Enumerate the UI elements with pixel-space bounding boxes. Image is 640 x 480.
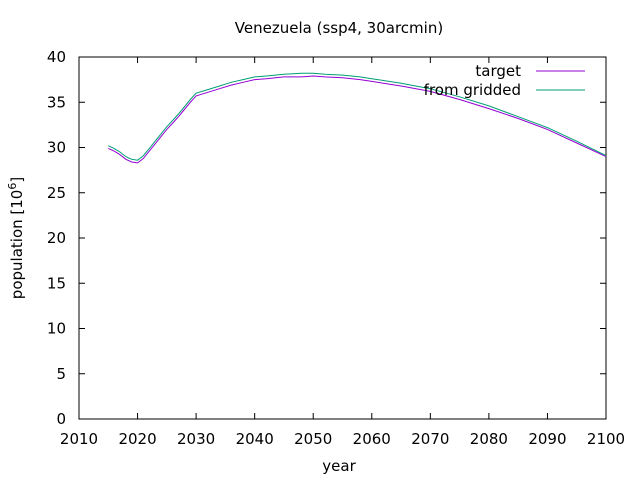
y-tick-label: 20	[47, 229, 66, 247]
series-line-1	[108, 72, 607, 161]
x-tick-label: 2060	[353, 430, 391, 448]
series-line-0	[108, 75, 607, 164]
y-tick-label: 10	[47, 320, 66, 338]
x-tick-label: 2010	[60, 430, 98, 448]
y-axis-label-end: ]	[8, 177, 26, 183]
axes	[78, 56, 607, 420]
y-axis-label-main: population [10	[8, 190, 26, 300]
x-tick-label: 2080	[470, 430, 508, 448]
x-tick-label: 2030	[177, 430, 215, 448]
legend-label: target	[475, 62, 521, 80]
y-tick-label: 30	[47, 139, 66, 157]
y-tick-label: 5	[56, 365, 66, 383]
series-lines	[108, 72, 607, 164]
x-tick-label: 2040	[236, 430, 274, 448]
x-tick-label: 2070	[411, 430, 449, 448]
y-axis-label-exponent: 6	[6, 183, 19, 190]
y-tick-label: 15	[47, 274, 66, 292]
plot-frame	[78, 56, 607, 420]
y-axis-label: population [106]	[6, 177, 26, 299]
x-tick-label: 2020	[118, 430, 156, 448]
x-tick-label: 2090	[528, 430, 566, 448]
x-axis-label: year	[322, 457, 356, 475]
y-tick-label: 25	[47, 184, 66, 202]
chart-title: Venezuela (ssp4, 30arcmin)	[235, 19, 443, 37]
y-tick-label: 35	[47, 93, 66, 111]
tick-labels: 2010 2020 2030 2040 2050 2060 2070 2080 2090 2100…	[47, 48, 625, 448]
legend-label: from gridded	[424, 81, 521, 99]
y-tick-label: 40	[47, 48, 66, 66]
x-tick-label: 2100	[587, 430, 625, 448]
y-tick-label: 0	[56, 410, 66, 428]
x-tick-label: 2050	[294, 430, 332, 448]
